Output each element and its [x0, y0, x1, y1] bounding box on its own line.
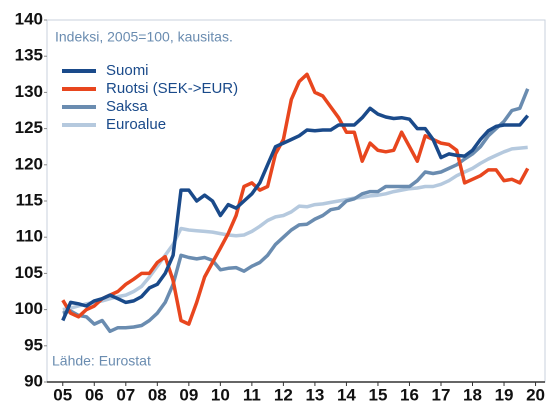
x-tick-label: 05	[53, 385, 72, 404]
y-tick-label: 120	[15, 154, 43, 173]
y-tick-label: 90	[24, 371, 43, 390]
x-tick-label: 11	[243, 385, 261, 404]
series-line	[61, 72, 530, 326]
x-tick-label: 17	[432, 385, 451, 404]
legend-label: Ruotsi (SEK->EUR)	[106, 80, 238, 97]
x-tick-label: 08	[148, 385, 167, 404]
x-tick-label: 15	[368, 385, 387, 404]
x-tick-label: 12	[274, 385, 293, 404]
x-tick-label: 07	[116, 385, 135, 404]
y-tick-label: 140	[15, 9, 43, 28]
series-line	[62, 145, 528, 312]
legend-label: Saksa	[106, 98, 148, 115]
x-tick-label: 09	[179, 385, 198, 404]
x-tick-label: 20	[526, 385, 545, 404]
y-tick-label: 95	[24, 335, 43, 354]
y-tick-label: 110	[16, 227, 43, 246]
annotation: Indeksi, 2005=100, kausitas.	[55, 29, 233, 45]
y-tick-label: 115	[16, 190, 43, 209]
y-tick-label: 100	[15, 299, 43, 318]
legend-label: Suomi	[106, 62, 149, 79]
y-tick-label: 130	[15, 82, 43, 101]
y-tick-label: 125	[15, 118, 43, 137]
x-tick-label: 18	[463, 385, 482, 404]
x-tick-label: 14	[337, 385, 356, 404]
y-tick-label: 135	[15, 46, 43, 65]
y-tick-label: 105	[15, 263, 43, 282]
x-tick-label: 13	[305, 385, 324, 404]
legend-label: Euroalue	[106, 116, 166, 133]
series-line	[61, 106, 530, 322]
x-tick-label: 19	[495, 385, 514, 404]
x-tick-label: 16	[400, 385, 419, 404]
x-tick-label: 06	[85, 385, 104, 404]
annotation: Lähde: Eurostat	[52, 353, 151, 369]
series-line	[62, 88, 530, 334]
x-tick-label: 10	[211, 385, 230, 404]
